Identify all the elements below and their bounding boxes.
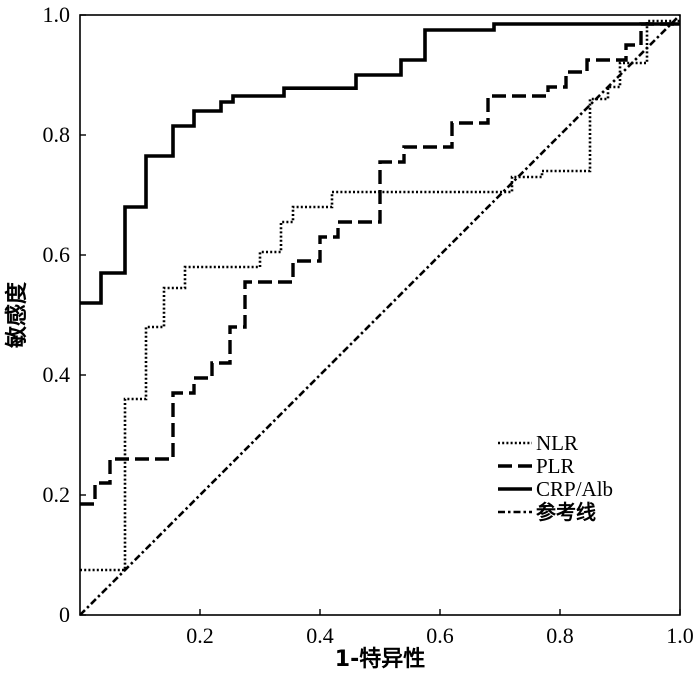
y-tick-label: 0.6 [43,242,71,267]
x-tick-label: 0.8 [546,623,574,648]
series-line-nlr [80,19,680,572]
plot-frame [79,14,681,616]
legend-label: 参考线 [536,500,596,524]
series-line-reference [79,14,681,616]
x-axis-title: 1-特异性 [335,646,425,672]
series-line-crp-alb [80,22,680,305]
y-tick-label: 0 [59,602,70,627]
series-layer [79,14,681,616]
legend-label: PLR [536,454,575,478]
legend-label: CRP/Alb [536,477,613,501]
y-tick-label: 0.4 [43,362,71,387]
y-tick-label: 0.8 [43,122,71,147]
x-tick-label: 0.6 [426,623,454,648]
axis-ticks: 0.2 0.4 0.6 0.8 1.0 0 0.2 0.4 0.6 0.8 1.0 [43,2,694,648]
legend-label: NLR [536,431,578,455]
y-tick-label: 0.2 [43,482,71,507]
x-tick-label: 0.4 [306,623,334,648]
y-tick-label: 1.0 [43,2,71,27]
series-line-plr [80,22,680,506]
x-tick-label: 0.2 [186,623,214,648]
y-axis-title: 敏感度 [4,281,30,349]
x-tick-label: 1.0 [666,623,694,648]
